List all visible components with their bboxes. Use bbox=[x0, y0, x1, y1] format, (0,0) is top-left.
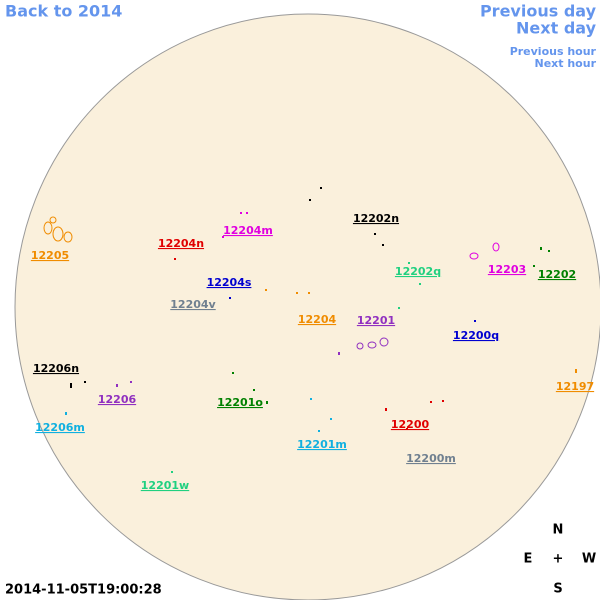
region-label[interactable]: 12206n bbox=[33, 362, 79, 375]
region-label[interactable]: 12197 bbox=[556, 380, 594, 393]
next-day-link[interactable]: Next day bbox=[516, 19, 597, 38]
solar-disk bbox=[14, 13, 600, 600]
region-label[interactable]: 12204 bbox=[298, 313, 337, 326]
compass-west: W bbox=[582, 552, 596, 567]
region-label[interactable]: 12204v bbox=[170, 298, 216, 311]
region-label[interactable]: 12206 bbox=[98, 393, 137, 406]
region-label[interactable]: 12202n bbox=[353, 212, 399, 225]
region-label[interactable]: 12200q bbox=[453, 329, 499, 342]
region-label[interactable]: 12201 bbox=[357, 314, 395, 327]
region-label[interactable]: 12202q bbox=[395, 265, 441, 278]
region-label[interactable]: 12200m bbox=[406, 452, 456, 465]
timestamp: 2014-11-05T19:00:28 bbox=[5, 583, 162, 598]
region-label[interactable]: 12201m bbox=[297, 438, 347, 451]
compass-east: E bbox=[524, 552, 533, 567]
region-label[interactable]: 12201o bbox=[217, 396, 263, 409]
next-hour-link[interactable]: Next hour bbox=[535, 57, 597, 70]
region-label[interactable]: 12205 bbox=[31, 249, 69, 262]
region-label[interactable]: 12204s bbox=[207, 276, 252, 289]
region-label[interactable]: 12204n bbox=[158, 237, 204, 250]
previous-hour-link[interactable]: Previous hour bbox=[510, 45, 597, 58]
compass-north: N bbox=[553, 523, 564, 538]
back-link[interactable]: Back to 2014 bbox=[5, 2, 122, 21]
region-label[interactable]: 12204m bbox=[223, 224, 273, 237]
region-label[interactable]: 12206m bbox=[35, 421, 85, 434]
previous-day-link[interactable]: Previous day bbox=[480, 2, 597, 21]
region-label[interactable]: 12201w bbox=[141, 479, 189, 492]
region-label[interactable]: 12200 bbox=[391, 418, 430, 431]
compass-center: + bbox=[553, 552, 564, 567]
region-label[interactable]: 12203 bbox=[488, 263, 526, 276]
spots bbox=[43, 187, 577, 473]
compass-south: S bbox=[553, 582, 562, 597]
region-label[interactable]: 12202 bbox=[538, 268, 576, 281]
